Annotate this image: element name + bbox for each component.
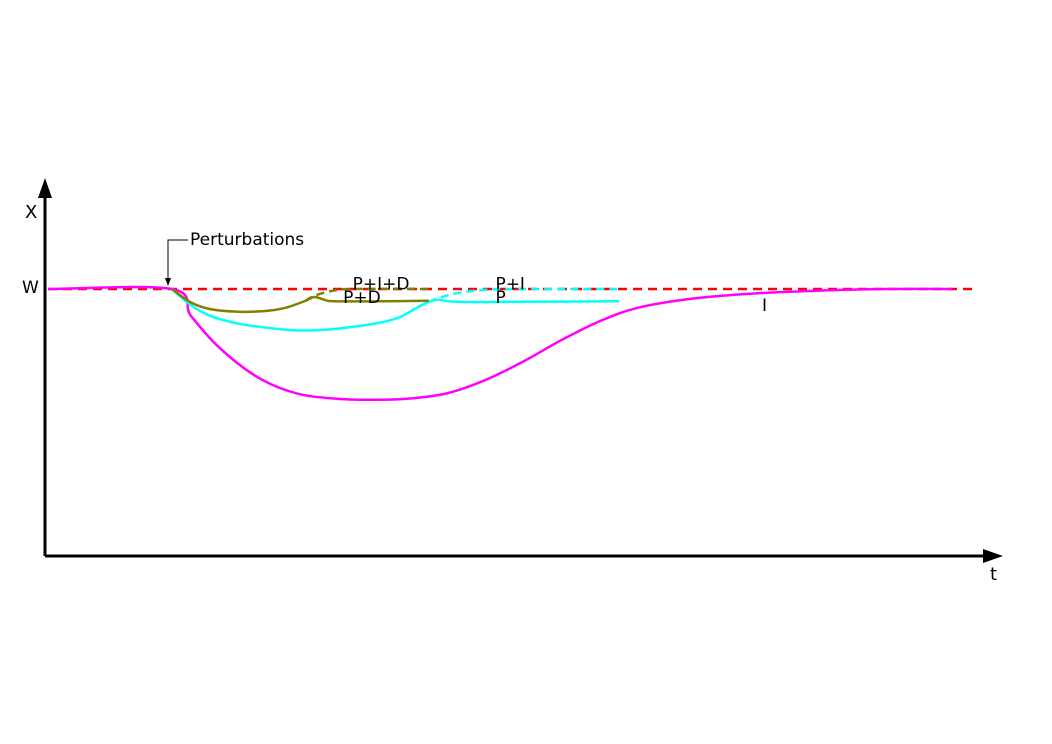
axes-layer: X t W [22,178,1003,585]
series-line-p-plus-d [171,287,429,314]
x-axis-arrow [983,549,1003,563]
setpoint-label: W [22,278,39,298]
perturbations-pointer [167,239,188,281]
y-axis-label: X [25,202,37,223]
series-layer [47,285,975,402]
series-label-layer: P+I+DP+D P+IP I [343,275,767,316]
series-line-p [170,288,620,332]
series-label-p-plus-d: P+D [343,288,381,308]
series-line-i [47,285,953,402]
series-line-p-plus-i [428,287,620,303]
y-axis-arrow [38,178,52,198]
series-label-p-plus-i-plus-d: P+I+D [353,275,410,295]
annotation-layer: Perturbations [165,230,304,286]
x-axis-label: t [990,564,997,585]
series-line-p-plus-i-plus-d [304,287,429,303]
series-label-p: P [495,288,505,308]
series-label-p-plus-i: P+I [495,275,525,295]
series-label-i: I [762,296,767,316]
perturbations-arrowhead [165,278,171,286]
perturbations-annotation: Perturbations [190,230,304,250]
